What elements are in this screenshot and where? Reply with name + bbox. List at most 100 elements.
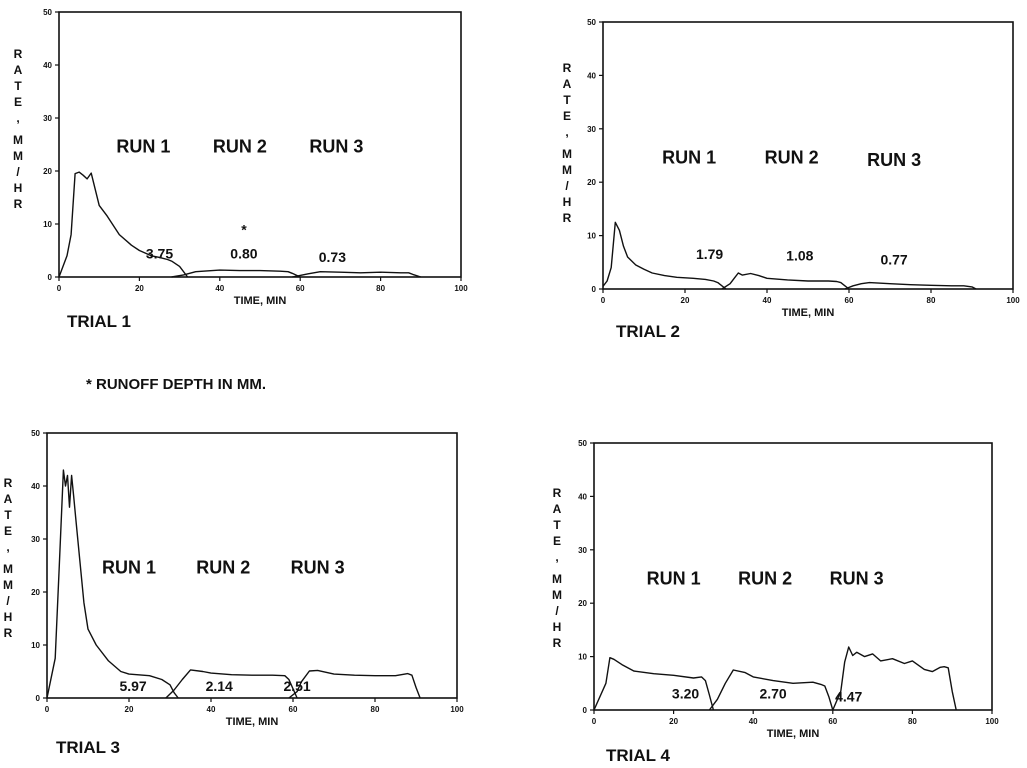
x-tick-label: 0 [57,284,62,293]
trial-label: TRIAL 4 [606,746,670,765]
y-axis-title-char: E [553,534,561,548]
trial-label: TRIAL 2 [616,322,680,341]
x-tick-label: 20 [125,705,134,714]
x-tick-label: 100 [454,284,468,293]
run-label: RUN 2 [196,557,250,577]
series-line-run-2 [721,272,850,290]
y-axis-title-char: M [3,562,13,576]
y-tick-label: 20 [587,178,596,187]
y-axis-title-char: M [3,578,13,592]
x-tick-label: 40 [207,705,216,714]
y-axis-title-char: / [555,604,559,618]
series-line-run-1 [58,171,189,278]
y-axis-title-char: H [14,181,23,195]
run-label: RUN 2 [765,148,819,168]
y-axis-title-char: A [563,77,572,91]
x-tick-label: 100 [1006,296,1020,305]
y-axis-title-char: M [552,572,562,586]
run-label: RUN 2 [738,569,792,589]
runoff-depth-label: 5.97 [119,678,146,694]
y-axis-title-char: R [553,636,562,650]
runoff-depth-label: 2.14 [206,678,233,694]
x-axis-title: TIME, MIN [767,728,820,740]
y-tick-label: 50 [31,429,40,438]
y-tick-label: 20 [578,599,587,608]
y-tick-label: 50 [587,18,596,27]
x-tick-label: 100 [450,705,464,714]
y-tick-label: 40 [31,482,40,491]
series-line-run-1 [602,221,727,290]
y-tick-label: 0 [36,694,41,703]
plot-frame [602,21,1014,290]
x-tick-label: 0 [45,705,50,714]
y-axis-title-char: T [4,508,12,522]
series-line-run-3 [292,271,422,278]
y-tick-label: 30 [578,546,587,555]
y-axis-title-char: M [552,588,562,602]
y-tick-label: 20 [43,167,52,176]
run-label: RUN 1 [647,569,701,589]
series-line-run-3 [844,281,977,290]
y-tick-label: 50 [578,439,587,448]
runoff-depth-label: 0.77 [880,251,907,267]
x-tick-label: 40 [215,284,224,293]
y-axis-title-char: R [563,61,572,75]
trial-label: TRIAL 1 [67,312,131,331]
x-tick-label: 40 [763,296,772,305]
series-line-run-1 [593,657,715,711]
trial-3-chart: 0 20 40 60 80 100 0 10 20 30 40 50 RUN 1 RUN 2 RUN 3 5.… [3,429,464,757]
runoff-depth-label: 0.80 [230,245,257,261]
series-line-run-3 [288,669,421,699]
runoff-depth-label: 2.70 [759,685,786,701]
trial-4-chart: 0 20 40 60 80 100 0 10 20 30 40 50 RUN 1 RUN 2 RUN 3 3.… [552,439,999,765]
y-axis-title-char: H [553,620,562,634]
y-axis-title-char: T [563,93,571,107]
run-label: RUN 3 [291,557,345,577]
trial-2-chart: 0 20 40 60 80 100 0 10 20 30 40 50 RUN 1 RUN 2 RUN 3 1.… [562,18,1020,341]
y-axis-title-char: T [14,79,22,93]
y-axis-title-char: M [13,149,23,163]
y-axis-title-char: , [6,540,9,554]
y-axis-title-char: A [4,492,13,506]
y-tick-label: 20 [31,588,40,597]
y-tick-label: 0 [48,273,53,282]
y-tick-label: 0 [583,706,588,715]
y-tick-label: 10 [578,653,587,662]
series-line-run-3 [832,646,957,711]
y-axis-title-char: , [565,125,568,139]
runoff-depth-label: 3.20 [672,685,699,701]
series-line-run-2 [165,669,298,699]
x-tick-label: 0 [592,717,597,726]
y-axis-title-char: , [555,550,558,564]
y-axis-title-char: M [562,163,572,177]
y-axis-title-char: A [553,502,562,516]
y-axis-title-char: R [4,626,13,640]
runoff-depth-label: 1.08 [786,248,813,264]
x-tick-label: 80 [908,717,917,726]
plot-frame [593,442,993,711]
y-axis-title-char: A [14,63,23,77]
runoff-depth-label: 2.51 [283,678,310,694]
run-label: RUN 2 [213,136,267,156]
x-tick-label: 80 [376,284,385,293]
x-axis-title: TIME, MIN [782,307,835,319]
runoff-depth-asterisk: * [241,222,247,238]
y-tick-label: 30 [31,535,40,544]
y-axis-title-char: / [565,179,569,193]
y-axis-title-char: R [563,211,572,225]
plot-frame [46,432,458,699]
runoff-depth-label: 0.73 [319,249,346,265]
run-label: RUN 3 [309,136,363,156]
y-tick-label: 0 [592,285,597,294]
trial-1-chart: 0 20 40 60 80 100 0 10 20 30 40 50 RUN 1 RUN 2 RUN 3 3.… [13,8,468,331]
x-tick-label: 20 [669,717,678,726]
y-axis-title-char: R [14,47,23,61]
y-axis-title-char: T [553,518,561,532]
runoff-depth-label: 3.75 [146,245,173,261]
run-label: RUN 1 [116,136,170,156]
y-tick-label: 10 [31,641,40,650]
x-tick-label: 60 [296,284,305,293]
x-axis-title: TIME, MIN [234,295,287,307]
x-tick-label: 60 [845,296,854,305]
